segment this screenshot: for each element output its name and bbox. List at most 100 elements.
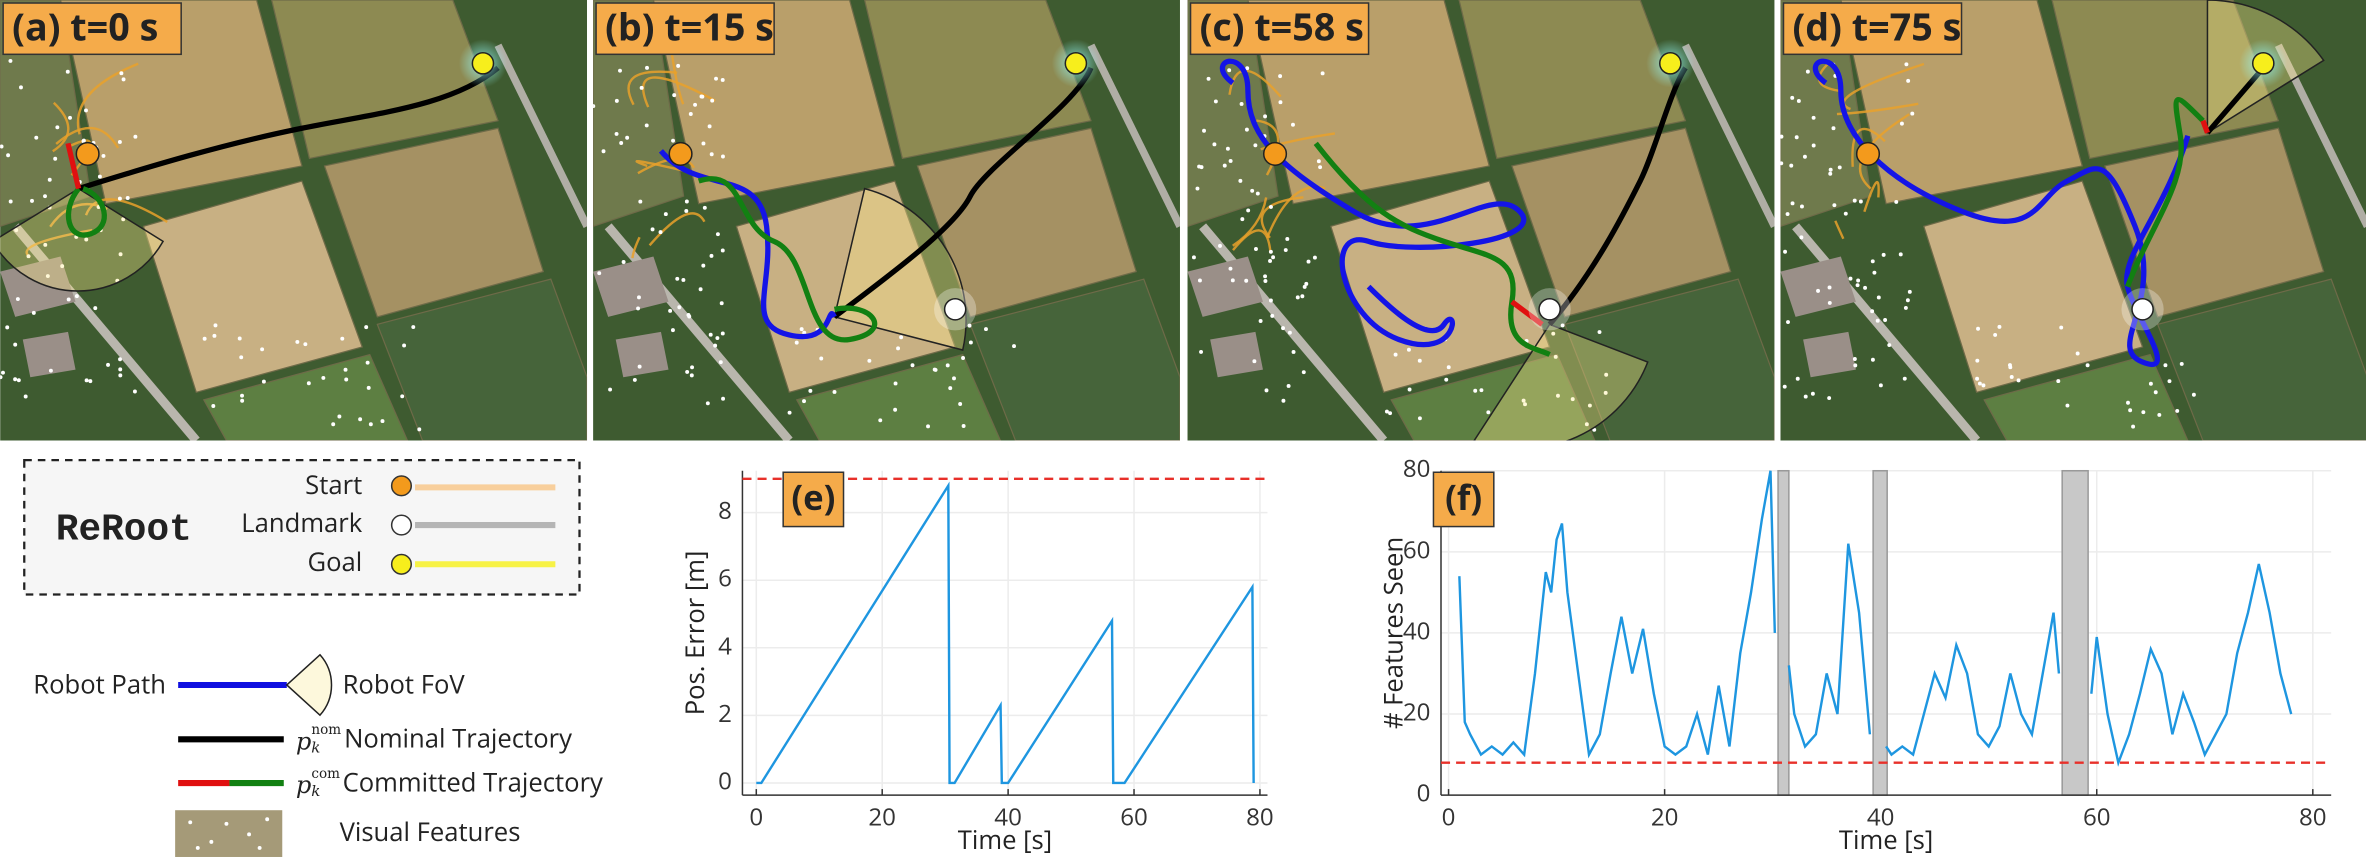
- goal-marker: [1064, 52, 1088, 75]
- feature-dot: [1268, 249, 1273, 254]
- feature-dot: [698, 287, 703, 292]
- feature-dot: [637, 295, 641, 300]
- feature-dot: [1887, 343, 1892, 348]
- road: [1682, 43, 1775, 228]
- feature-dot: [1306, 259, 1311, 264]
- feature-dot: [2157, 412, 2162, 417]
- feature-dot: [1786, 320, 1790, 325]
- field: [735, 180, 956, 394]
- legend-marker: [390, 475, 413, 497]
- feature-dot: [1899, 121, 1904, 126]
- feature-dot: [1584, 422, 1589, 427]
- feature-dot: [1870, 309, 1875, 314]
- feature-dot: [614, 98, 619, 103]
- tree-branch: [1842, 62, 1925, 111]
- feature-dot: [1780, 161, 1784, 166]
- feature-dot: [1858, 199, 1863, 204]
- feature-dot: [119, 71, 124, 76]
- feature-dot: [618, 68, 622, 73]
- feature-dot: [621, 260, 626, 264]
- feature-dot: [366, 385, 371, 390]
- feature-dot: [1318, 165, 1323, 170]
- feature-dot: [2128, 408, 2133, 413]
- goal-marker: [1659, 52, 1682, 75]
- feature-dot: [5, 325, 10, 330]
- feature-dot: [802, 399, 806, 404]
- feature-dot: [65, 69, 70, 74]
- feature-dot: [2141, 410, 2146, 415]
- feature-dot: [625, 135, 630, 140]
- committed-trajectory: [2125, 97, 2205, 288]
- feature-dot: [713, 343, 718, 348]
- feature-dot: [1876, 295, 1881, 300]
- nominal-trajectory: [832, 66, 1094, 319]
- panel-label: (d) t=75 s: [1793, 1, 1962, 52]
- panel-content: [1187, 0, 1775, 441]
- feature-dot: [1269, 204, 1273, 209]
- x-tick-label: 0: [1442, 801, 1456, 834]
- feature-dot: [1195, 186, 1200, 191]
- aerial-panel: (d) t=75 s: [1780, 0, 2366, 441]
- feature-dot: [30, 198, 34, 203]
- field: [2156, 278, 2366, 441]
- feature-dot: [720, 248, 725, 253]
- data-line: [1458, 470, 2293, 767]
- feature-dot: [701, 263, 706, 268]
- y-tick-label: 40: [1403, 614, 1431, 647]
- feature-dot: [601, 149, 606, 154]
- feature-dot: [2167, 379, 2172, 384]
- feature-dot: [1278, 74, 1283, 79]
- feature-dot: [1875, 318, 1880, 323]
- feature-dot: [43, 194, 47, 199]
- feature-dot: [1790, 201, 1795, 206]
- feature-dot: [1304, 281, 1309, 286]
- panels: (a) t=0 s (b) t=15 s (c) t=58 s (d) t=75 s: [0, 0, 2366, 441]
- feature-dot: [1263, 114, 1268, 119]
- feature-dot: [240, 398, 245, 403]
- feature-dot: [1551, 331, 1556, 336]
- feature-dot: [1521, 398, 1526, 403]
- start-marker: [668, 141, 693, 166]
- feature-dot: [645, 65, 649, 70]
- feature-dot: [690, 365, 695, 370]
- tree-branch: [1834, 220, 1845, 240]
- feature-dot: [6, 153, 11, 158]
- road: [2274, 43, 2366, 228]
- feature-dot: [1872, 270, 1877, 275]
- feature-dot: [718, 360, 723, 365]
- field: [916, 127, 1137, 318]
- feature-dot: [211, 404, 216, 408]
- x-tick-label: 0: [749, 801, 763, 834]
- feature-dot: [1555, 393, 1560, 398]
- feature-dot: [121, 217, 126, 222]
- gap-band: [2061, 469, 2089, 796]
- feature-dot: [1191, 255, 1196, 260]
- field: [864, 0, 1092, 160]
- feature-dot: [670, 328, 675, 333]
- feature-dot: [715, 336, 720, 340]
- feature-dot: [1799, 235, 1804, 240]
- feature-dot: [636, 306, 641, 311]
- feature-dot: [31, 310, 36, 315]
- feature-dot: [2056, 379, 2061, 384]
- feature-dot: [597, 271, 602, 276]
- panel-label: (b) t=15 s: [605, 1, 774, 52]
- y-tick-label: 2: [718, 697, 732, 730]
- feature-dot: [1848, 276, 1853, 281]
- feature-dot: [239, 355, 244, 360]
- feature-dot: [663, 212, 668, 217]
- feature-dot: [1246, 208, 1251, 213]
- feature-dot: [0, 144, 4, 149]
- feature-dot: [1856, 278, 1861, 283]
- tree-branch: [642, 76, 716, 108]
- symbol-sup: com: [311, 765, 340, 781]
- field: [1923, 180, 2144, 394]
- houses: [593, 256, 669, 378]
- gap-band: [1872, 469, 1888, 796]
- field: [323, 127, 545, 318]
- feature-dot: [967, 323, 972, 328]
- y-tick-label: 60: [1403, 533, 1431, 566]
- feature-dot: [1230, 278, 1235, 283]
- feature-dot: [84, 237, 89, 242]
- legend-symbol: pknom: [296, 722, 341, 757]
